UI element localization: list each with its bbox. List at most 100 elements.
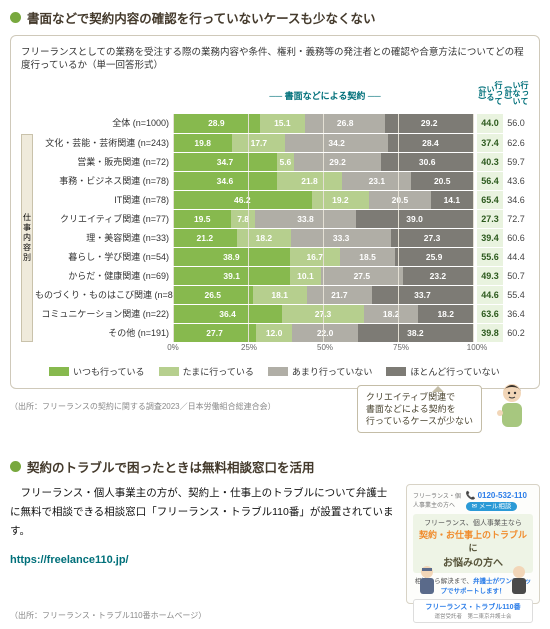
total-no: 56.0 [503,114,529,133]
total-yes: 55.6 [477,248,503,266]
row-label: 事務・ビジネス関連 (n=78) [35,172,173,190]
total-no: 55.4 [503,286,529,304]
bar-segment: 38.2 [358,324,473,342]
row-label: 暮らし・学び関連 (n=54) [35,248,173,266]
table-row: ものづくり・ものはこび関連 (n=83)26.518.121.733.744.6… [21,286,529,304]
card-l1: フリーランス、個人事業主なら [417,518,529,528]
legend-swatch [268,367,288,376]
row-label: その他 (n=191) [35,324,173,342]
table-row: 全体 (n=1000)28.915.126.829.244.056.0 [21,114,529,133]
total-no: 72.7 [503,210,529,228]
section1-title: 書面などで契約内容の確認を行っていないケースも少なくない [10,8,540,27]
bar-segment: 34.6 [173,172,277,190]
worker-icon [413,563,441,597]
bar-segment: 18.5 [340,248,396,266]
total-no: 60.2 [503,324,529,342]
bar-segment: 19.2 [312,191,370,209]
mail-button[interactable]: ✉ メール相談 [466,502,518,511]
total-yes: 27.3 [477,210,503,228]
row-label: からだ・健康関連 (n=69) [35,267,173,285]
total-no: 44.4 [503,248,529,266]
bar-segment: 27.3 [391,229,473,247]
row-label: クリエイティブ関連 (n=77) [35,210,173,228]
bar-segment: 18.2 [364,305,419,323]
bar-segment: 33.8 [255,210,356,228]
bar-segment: 23.2 [403,267,473,285]
bar-segment: 22.0 [292,324,358,342]
total-yes: 37.4 [477,134,503,152]
phone-number: 0120-532-110 [478,491,527,500]
bar-segment: 27.7 [173,324,256,342]
total-yes: 63.6 [477,305,503,323]
bar-segment: 28.9 [173,114,260,133]
bar-segment: 21.2 [173,229,237,247]
table-row: からだ・健康関連 (n=69)39.110.127.523.249.350.7 [21,267,529,285]
chart-card: フリーランスとしての業務を受注する際の業務内容や条件、権利・義務等の発注者との確… [10,35,540,389]
section1-title-text: 書面などで契約内容の確認を行っていないケースも少なくない [27,8,376,27]
total-no: 60.6 [503,229,529,247]
bar-segment: 21.7 [307,286,372,304]
bar-segment: 5.6 [277,153,294,171]
legend: いつも行っている たまに行っている あまり行っていない ほとんど行っていない [49,365,529,378]
col-header-no: 行っていない(計) [504,79,528,107]
row-label: ものづくり・ものはこび関連 (n=83) [35,286,173,304]
bar-segment: 34.2 [285,134,388,152]
table-row: IT関連 (n=78)46.219.220.514.165.434.6 [21,191,529,209]
legend-swatch [159,367,179,376]
table-row: その他 (n=191)27.712.022.038.239.860.2 [21,324,529,342]
section2-body: フリーランス・個人事業主の方が、契約上・仕事上のトラブルについて弁護士に無料で相… [10,484,396,604]
x-tick: 25% [241,343,257,352]
row-label: 全体 (n=1000) [35,114,173,133]
total-no: 34.6 [503,191,529,209]
bar-segment: 36.4 [173,305,282,323]
bullet-icon [10,12,21,23]
bar-segment: 14.1 [431,191,473,209]
legend-swatch [49,367,69,376]
source1: （出所：フリーランスの契約に関する調査2023／日本労働組合総連合会） [10,401,276,412]
chart-caption: フリーランスとしての業務を受注する際の業務内容や条件、権利・義務等の発注者との確… [21,46,529,73]
url-link[interactable]: https://freelance110.jp/ [10,550,396,570]
table-row: 暮らし・学び関連 (n=54)38.916.718.525.955.644.4 [21,248,529,266]
bar-segment: 18.2 [237,229,292,247]
total-no: 59.7 [503,153,529,171]
bar-segment: 21.8 [277,172,342,190]
bar-segment: 26.5 [173,286,253,304]
bar-segment: 29.2 [294,153,382,171]
table-row: 仕事内容別文化・芸能・芸術関連 (n=243)19.817.734.228.43… [21,134,529,152]
callout: クリエイティブ関連で書面などによる契約を行っているケースが少ない [357,385,482,433]
bar-segment: 23.1 [342,172,411,190]
total-yes: 49.3 [477,267,503,285]
table-row: 営業・販売関連 (n=72)34.75.629.230.640.359.7 [21,153,529,171]
legend-item: あまり行っていない [268,365,373,378]
lawyer-icon [505,563,533,597]
total-yes: 39.4 [477,229,503,247]
bar-segment: 46.2 [173,191,312,209]
legend-item: たまに行っている [159,365,254,378]
legend-label: ほとんど行っていない [410,365,499,378]
total-yes: 56.4 [477,172,503,190]
table-row: 理・美容関連 (n=33)21.218.233.327.339.460.6 [21,229,529,247]
bar-segment: 19.8 [173,134,232,152]
legend-label: たまに行っている [183,365,254,378]
bar-segment: 28.4 [388,134,473,152]
card-l2a: 契約・お仕事上のトラブル [419,530,527,540]
brand-badge: フリーランス・トラブル110番 運営受託者 第二東京弁護士会 [413,599,533,623]
total-no: 36.4 [503,305,529,323]
bar-segment: 18.2 [418,305,473,323]
bar-segment: 10.1 [290,267,320,285]
bar-segment: 20.5 [411,172,473,190]
legend-item: いつも行っている [49,365,145,378]
section2-title-text: 契約のトラブルで困ったときは無料相談窓口を活用 [27,457,315,476]
bar-segment: 17.7 [232,134,285,152]
card-l0: フリーランス・個人事業主の方へ [413,491,466,509]
legend-item: ほとんど行っていない [386,365,499,378]
table-row: コミュニケーション関連 (n=22)36.427.318.218.263.636… [21,305,529,323]
total-no: 43.6 [503,172,529,190]
legend-swatch [386,367,406,376]
bar-segment: 39.0 [356,210,473,228]
bar-segment: 26.8 [305,114,385,133]
card-l2b: に [468,543,477,553]
row-label: 理・美容関連 (n=33) [35,229,173,247]
bar-segment: 7.8 [231,210,254,228]
bracket-label: ── 書面などによる契約 ── [173,89,477,102]
